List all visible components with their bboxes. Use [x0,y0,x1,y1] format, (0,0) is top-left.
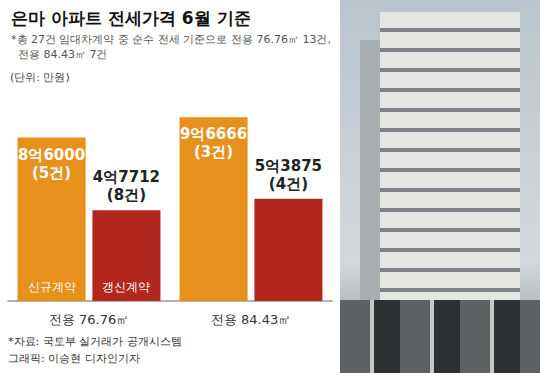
svg-text:(4건): (4건) [269,175,308,193]
svg-text:9억6666: 9억6666 [180,125,247,143]
svg-text:*자료: 국토부 실거래가 공개시스템: *자료: 국토부 실거래가 공개시스템 [8,335,182,348]
svg-text:은마 아파트 전세가격 6월 기준: 은마 아파트 전세가격 6월 기준 [11,8,251,28]
svg-text:전용 76.76㎡: 전용 76.76㎡ [49,312,129,327]
svg-text:5억3875: 5억3875 [255,157,322,175]
svg-text:4억7712: 4억7712 [93,168,160,186]
svg-text:(5건): (5건) [32,164,71,182]
svg-text:(8건): (8건) [107,186,146,204]
svg-text:신규계약: 신규계약 [28,280,76,294]
svg-text:전용 84.43㎡: 전용 84.43㎡ [211,312,291,327]
svg-text:전용 84.43㎡ 7건: 전용 84.43㎡ 7건 [11,48,107,61]
svg-text:*총 27건 임대차계약 중 순수 전세 기준으로 전용 7: *총 27건 임대차계약 중 순수 전세 기준으로 전용 76.76㎡ 13건, [11,33,331,46]
svg-text:그래픽: 이승현 디자인기자: 그래픽: 이승현 디자인기자 [8,352,140,365]
svg-text:갱신계약: 갱신계약 [102,280,150,294]
svg-text:8억6000: 8억6000 [18,146,85,164]
svg-text:(3건): (3건) [194,143,233,161]
svg-text:(단위: 만원): (단위: 만원) [10,71,70,84]
